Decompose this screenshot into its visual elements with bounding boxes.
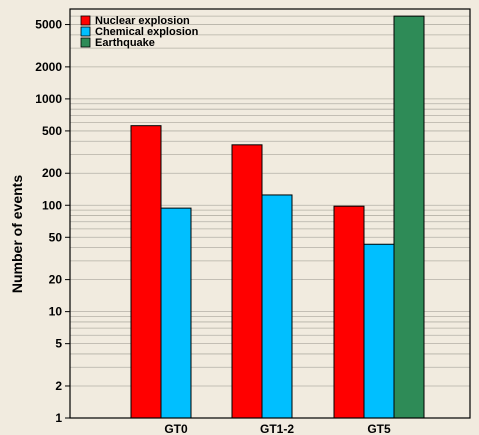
y-axis-title: Number of events (9, 175, 25, 293)
y-tick-label: 5000 (35, 18, 62, 32)
y-tick-label: 20 (49, 273, 63, 287)
y-axis-ticks: 1 2 5 10 20 50 100 200 500 1000 2000 5000 (35, 18, 70, 425)
bar-gt0-0 (130, 125, 162, 419)
y-tick-label: 100 (42, 198, 62, 212)
y-tick-label: 5 (55, 337, 62, 351)
y-tick-label: 1 (55, 411, 62, 425)
legend-label: Nuclear explosion (95, 15, 190, 27)
y-tick-label: 200 (42, 166, 62, 180)
bar-gt0-1 (160, 207, 192, 419)
legend-label: Earthquake (95, 37, 155, 49)
bar-gt5-2 (393, 15, 425, 419)
bar-gt1-2-1 (261, 194, 293, 419)
y-tick-label: 10 (49, 305, 63, 319)
bars (130, 15, 425, 419)
y-tick-label: 2 (55, 379, 62, 393)
legend-label: Chemical explosion (95, 26, 199, 38)
y-tick-label: 50 (49, 230, 63, 244)
legend-swatch (80, 26, 91, 37)
bar-gt5-0 (333, 205, 365, 419)
bar-gt5-1 (363, 243, 395, 419)
plot-frame (69, 8, 471, 419)
y-tick-label: 1000 (35, 92, 62, 106)
x-axis-ticks: GT0 GT1-2 GT5 (164, 422, 391, 435)
x-tick-label: GT5 (367, 422, 391, 435)
y-tick-label: 2000 (35, 60, 62, 74)
legend-swatch (80, 15, 91, 26)
bar-gt1-2-0 (231, 144, 263, 419)
legend-swatch (80, 37, 91, 48)
y-tick-label: 500 (42, 124, 62, 138)
x-tick-label: GT1-2 (260, 422, 294, 435)
x-tick-label: GT0 (164, 422, 188, 435)
